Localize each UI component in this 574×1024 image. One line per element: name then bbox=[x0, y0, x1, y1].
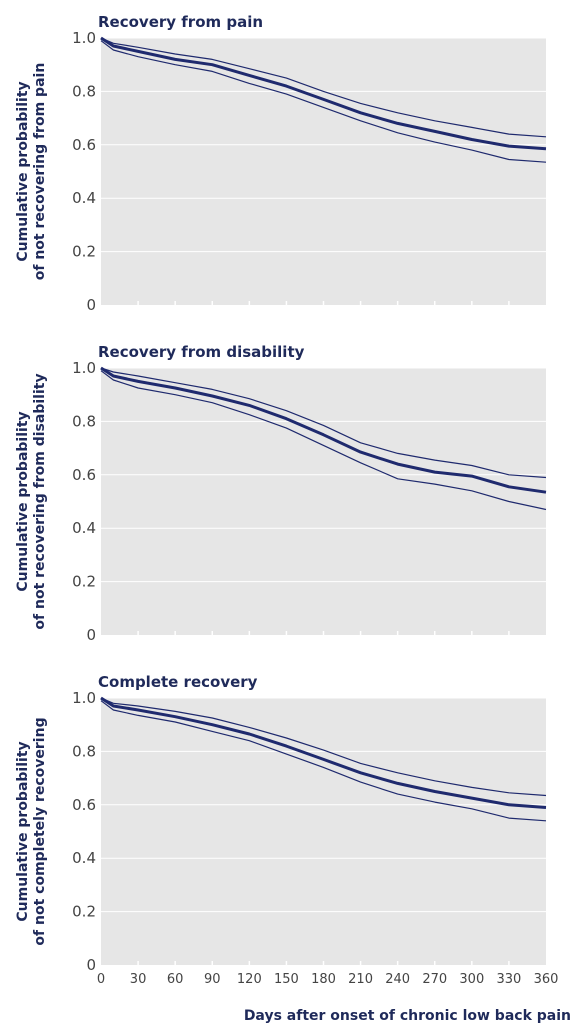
plot-area-1 bbox=[101, 38, 546, 305]
series-line-upper bbox=[100, 697, 547, 797]
x-tick-label: 90 bbox=[204, 972, 221, 987]
x-axis-label: Days after onset of chronic low back pai… bbox=[244, 1008, 571, 1024]
y-tick-label: 0.2 bbox=[72, 573, 96, 591]
y-tick-label: 0.6 bbox=[72, 796, 96, 814]
x-tick-label: 240 bbox=[385, 972, 410, 987]
x-tick-label: 330 bbox=[497, 972, 522, 987]
y-tick-label: 0.4 bbox=[72, 849, 96, 867]
y-tick-label: 0.8 bbox=[72, 742, 96, 760]
series-line-estimate bbox=[100, 696, 547, 809]
x-tick-label: 0 bbox=[97, 972, 105, 987]
x-tick-label: 180 bbox=[311, 972, 336, 987]
x-tick-label: 300 bbox=[459, 972, 484, 987]
y-axis-label: Cumulative probability bbox=[15, 411, 31, 591]
y-tick-label: 0 bbox=[86, 626, 96, 644]
plot-area-3 bbox=[101, 698, 546, 965]
series-line-lower bbox=[100, 40, 547, 163]
series-line-estimate bbox=[100, 36, 547, 151]
series-line-lower bbox=[100, 370, 547, 511]
x-tick-label: 30 bbox=[130, 972, 147, 987]
series-line-estimate bbox=[100, 366, 547, 494]
y-tick-label: 0 bbox=[86, 956, 96, 974]
x-tick-label: 360 bbox=[534, 972, 559, 987]
y-tick-label: 0.8 bbox=[72, 412, 96, 430]
x-tick-label: 270 bbox=[422, 972, 447, 987]
y-axis-label: Cumulative probability bbox=[15, 81, 31, 261]
y-tick-label: 0.4 bbox=[72, 189, 96, 207]
y-tick-label: 0 bbox=[86, 296, 96, 314]
y-tick-label: 0.8 bbox=[72, 82, 96, 100]
plot-area-2 bbox=[101, 368, 546, 635]
y-tick-label: 0.6 bbox=[72, 136, 96, 154]
y-tick-label: 0.2 bbox=[72, 243, 96, 261]
y-axis-label: Cumulative probability bbox=[15, 741, 31, 921]
series-line-upper bbox=[100, 37, 547, 138]
y-tick-label: 0.2 bbox=[72, 903, 96, 921]
y-tick-label: 1.0 bbox=[72, 359, 96, 377]
panel-title: Complete recovery bbox=[98, 673, 258, 691]
y-axis-label: of not completely recovering bbox=[32, 717, 48, 945]
y-tick-label: 0.4 bbox=[72, 519, 96, 537]
x-tick-label: 120 bbox=[237, 972, 262, 987]
y-tick-label: 1.0 bbox=[72, 689, 96, 707]
series-line-upper bbox=[100, 367, 547, 479]
y-tick-label: 1.0 bbox=[72, 29, 96, 47]
x-tick-label: 210 bbox=[348, 972, 373, 987]
y-axis-label: of not recovering from disability bbox=[32, 373, 48, 629]
panel-title: Recovery from pain bbox=[98, 13, 263, 31]
y-tick-label: 0.6 bbox=[72, 466, 96, 484]
x-tick-label: 60 bbox=[167, 972, 184, 987]
y-axis-label: of not recovering from pain bbox=[32, 63, 48, 281]
panel-title: Recovery from disability bbox=[98, 343, 305, 361]
x-tick-label: 150 bbox=[274, 972, 299, 987]
series-line-lower bbox=[100, 700, 547, 822]
